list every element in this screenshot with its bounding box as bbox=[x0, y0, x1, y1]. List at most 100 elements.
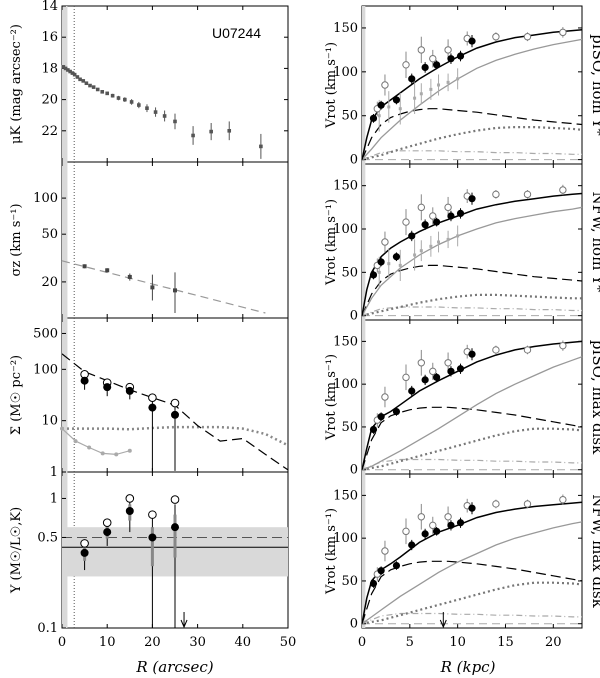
vrot-filled-point bbox=[392, 407, 401, 416]
right-shaded-region bbox=[362, 474, 366, 628]
vrot-filled-point bbox=[408, 75, 416, 83]
vrot-filled-point bbox=[456, 365, 465, 373]
y-tick-label: 14 bbox=[41, 0, 58, 14]
vrot-gas-curve bbox=[361, 581, 583, 625]
right-shaded-region bbox=[362, 164, 366, 320]
right-y-axis-label: Vrot (km s⁻¹) bbox=[324, 42, 339, 129]
vrot-open-point bbox=[429, 521, 437, 530]
Sigma-gray-point bbox=[127, 448, 132, 453]
Sigma-filled-point bbox=[148, 403, 157, 412]
x-tick-label: 5 bbox=[406, 635, 414, 650]
muK-point bbox=[91, 85, 96, 89]
vrot-filled-point bbox=[392, 96, 401, 104]
muK-point bbox=[145, 106, 149, 110]
y-tick-label: 20 bbox=[41, 275, 58, 290]
Upsilon-open-point bbox=[148, 510, 157, 519]
x-tick-label: 10 bbox=[99, 635, 116, 650]
vrot-gray-point bbox=[413, 253, 417, 257]
y-tick-label: 0.5 bbox=[37, 530, 58, 545]
vrot-open-point bbox=[559, 28, 567, 37]
muK-point bbox=[259, 144, 263, 149]
right-panel-label: pISO, nom Υ* bbox=[589, 34, 600, 136]
vrot-filled-point bbox=[421, 63, 429, 72]
vrot-open-point bbox=[429, 54, 437, 63]
vrot-filled-point bbox=[392, 253, 401, 261]
galaxy-name: U07244 bbox=[212, 25, 261, 41]
muK-point bbox=[68, 69, 72, 74]
vrot-gray-point bbox=[429, 244, 433, 248]
vrot-filled-point bbox=[377, 101, 385, 109]
vrot-open-point bbox=[523, 500, 532, 508]
sigma-fit-line bbox=[61, 260, 266, 314]
vrot-filled-point bbox=[421, 221, 429, 229]
y-tick-label: 50 bbox=[341, 574, 358, 589]
right-panel-frame-4 bbox=[361, 473, 583, 629]
vrot-gray-point bbox=[456, 234, 460, 238]
vrot-filled-point bbox=[377, 567, 385, 575]
vrot-bulge-curve bbox=[361, 458, 582, 471]
muK-point bbox=[227, 129, 232, 133]
vrot-open-point bbox=[492, 33, 500, 41]
muK-point bbox=[129, 100, 134, 104]
vrot-gray-point bbox=[437, 240, 441, 244]
x-tick-label: 40 bbox=[235, 635, 252, 650]
vrot-total-curve bbox=[361, 340, 583, 470]
x-tick-label: 15 bbox=[497, 635, 514, 650]
sigma-point bbox=[150, 285, 155, 290]
muK-point bbox=[95, 87, 100, 92]
Upsilon-thick-bar bbox=[150, 527, 154, 567]
y-tick-label: 10 bbox=[41, 414, 58, 429]
vrot-open-point bbox=[444, 46, 452, 54]
right-x-axis-label: R (kpc) bbox=[440, 658, 496, 676]
Upsilon-filled-point bbox=[148, 533, 157, 542]
vrot-halo-curve bbox=[361, 356, 583, 471]
vrot-gray-point bbox=[398, 263, 402, 267]
x-tick-label: 0 bbox=[358, 635, 366, 650]
vrot-filled-point bbox=[433, 527, 441, 535]
muK-point bbox=[78, 77, 82, 82]
y-tick-label: 1 bbox=[50, 465, 58, 480]
y-tick-label: 18 bbox=[41, 61, 58, 76]
right-panel-frame-3 bbox=[361, 319, 583, 475]
sigma-point bbox=[173, 288, 177, 293]
muK-point bbox=[66, 68, 70, 72]
y-tick-label: 20 bbox=[41, 93, 58, 108]
vrot-filled-point bbox=[408, 387, 416, 395]
muK-point bbox=[84, 81, 89, 86]
vrot-open-point bbox=[381, 81, 389, 89]
vrot-filled-point bbox=[468, 504, 476, 512]
Sigma-open-point bbox=[170, 398, 180, 408]
vrot-filled-point bbox=[468, 195, 476, 203]
sigma-point bbox=[82, 264, 87, 269]
Upsilon-filled-point bbox=[103, 528, 112, 537]
muK-point bbox=[72, 72, 77, 77]
vrot-filled-point bbox=[369, 579, 378, 588]
y-tick-label: 100 bbox=[33, 191, 58, 206]
vrot-bulge-curve bbox=[361, 150, 582, 161]
muK-point bbox=[173, 119, 177, 124]
muK-point bbox=[105, 91, 109, 96]
vrot-gray-point bbox=[413, 96, 417, 100]
right-shaded-region bbox=[362, 6, 366, 164]
vrot-open-point bbox=[492, 346, 500, 354]
vrot-open-point bbox=[523, 190, 532, 199]
muK-point bbox=[63, 66, 68, 71]
vrot-total-curve bbox=[361, 28, 583, 160]
vrot-filled-point bbox=[421, 376, 429, 384]
y-tick-label: 100 bbox=[333, 222, 358, 237]
vrot-gray-point bbox=[398, 107, 402, 111]
vrot-filled-point bbox=[421, 530, 429, 538]
Sigma-gray-point bbox=[60, 426, 64, 431]
vrot-filled-point bbox=[447, 521, 455, 529]
y-tick-label: 0 bbox=[350, 617, 358, 632]
Sigma-filled-point bbox=[125, 386, 134, 395]
y-tick-label: 22 bbox=[41, 124, 58, 139]
left-y-axis-label: σz (km s⁻¹) bbox=[9, 203, 24, 276]
y-tick-label: 150 bbox=[333, 334, 358, 349]
Upsilon-open-point bbox=[80, 539, 89, 548]
vrot-open-point bbox=[559, 495, 567, 504]
muK-point bbox=[191, 133, 195, 138]
vrot-open-point bbox=[417, 359, 426, 367]
vrot-halo-curve bbox=[361, 521, 583, 625]
vrot-open-point bbox=[444, 359, 452, 367]
